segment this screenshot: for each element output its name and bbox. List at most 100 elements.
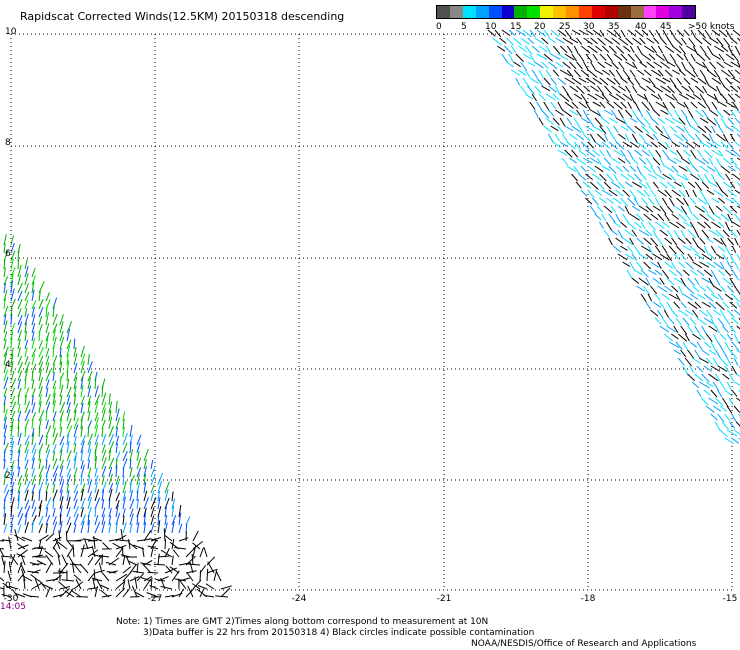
wind-barb [692, 189, 697, 198]
wind-barb [610, 157, 622, 165]
wind-barb [592, 149, 601, 157]
scale-swatch [514, 6, 528, 18]
wind-barb [715, 349, 721, 359]
wind-barb [706, 117, 717, 126]
wind-barb [673, 253, 681, 261]
wind-barb [690, 197, 697, 205]
wind-barb [737, 85, 740, 91]
wind-barb [604, 37, 613, 45]
wind-barb [541, 61, 549, 69]
wind-barb [713, 261, 723, 270]
wind-barb [706, 189, 715, 196]
wind-barb [31, 554, 43, 558]
wind-barb [668, 269, 678, 277]
wind-barb [52, 507, 56, 518]
wind-barb [24, 521, 29, 534]
wind-barb [664, 45, 675, 53]
wind-barb [31, 499, 36, 510]
wind-barb [101, 449, 107, 462]
wind-barb [620, 53, 628, 61]
wind-barb [620, 197, 629, 207]
wind-barb [664, 165, 675, 173]
wind-barb [645, 253, 654, 260]
wind-barb [680, 325, 688, 335]
wind-barb [45, 306, 48, 318]
wind-barb [610, 133, 618, 144]
wind-barb [571, 53, 578, 62]
wind-barb [3, 506, 6, 518]
wind-barb [657, 285, 668, 293]
wind-barb [31, 338, 36, 350]
scale-swatch [462, 6, 476, 18]
wind-barb [24, 499, 30, 510]
wind-barb [724, 221, 731, 232]
wind-barb [3, 297, 6, 310]
wind-barb [720, 261, 725, 271]
wind-barb [589, 181, 599, 190]
wind-barb [729, 229, 738, 238]
wind-barb [732, 125, 740, 133]
wind-barb [115, 443, 118, 454]
wind-barb [191, 553, 194, 566]
wind-barb [692, 165, 699, 173]
wind-barb [596, 109, 603, 119]
wind-barb [680, 277, 687, 287]
wind-barb [718, 221, 725, 229]
wind-barb [648, 53, 656, 61]
wind-barb [590, 109, 601, 117]
wind-barb [45, 497, 52, 510]
wind-barb [101, 392, 107, 406]
wind-barb [650, 261, 660, 269]
wind-barb [164, 539, 166, 550]
wind-barb [164, 515, 168, 526]
wind-barb [207, 561, 215, 574]
wind-barb [45, 379, 50, 390]
wind-barb [604, 109, 613, 116]
wind-barb [719, 381, 726, 390]
wind-barb [729, 349, 738, 359]
wind-barb [24, 376, 27, 390]
wind-barb [709, 37, 719, 44]
wind-barb [681, 61, 687, 71]
wind-barb [503, 45, 513, 55]
wind-barb [634, 29, 644, 37]
wind-barb [524, 93, 534, 100]
scale-swatch [630, 6, 644, 18]
wind-barb [122, 522, 127, 534]
wind-barb [45, 336, 49, 350]
wind-barb [10, 418, 14, 430]
wind-barb [66, 345, 71, 358]
wind-barb [683, 245, 692, 252]
wind-barb [667, 85, 675, 94]
wind-barb [66, 441, 70, 454]
wind-barb [733, 429, 740, 435]
wind-barb [615, 93, 626, 101]
wind-barb [45, 443, 50, 454]
wind-barb [73, 563, 82, 574]
wind-barb [678, 93, 689, 100]
wind-barb [713, 69, 721, 79]
wind-barb [666, 205, 674, 214]
wind-barb [704, 29, 712, 39]
wind-barb [702, 85, 708, 94]
wind-barb [73, 484, 79, 494]
wind-barb [24, 434, 30, 446]
wind-barb [59, 314, 64, 326]
wind-barb [31, 322, 36, 334]
wind-barb [8, 561, 12, 574]
wind-barb [559, 117, 566, 127]
wind-barb [24, 474, 28, 486]
wind-barb [220, 587, 231, 598]
wind-barb [638, 133, 646, 142]
wind-barb [681, 85, 690, 92]
wind-barb [650, 189, 657, 198]
wind-barb [592, 173, 602, 181]
wind-barb [17, 370, 23, 382]
wind-barb [38, 291, 41, 302]
wind-barb [692, 237, 699, 247]
wind-barb [136, 514, 139, 526]
wind-barb [143, 458, 147, 470]
wind-barb [578, 125, 585, 134]
wind-barb [24, 489, 29, 502]
